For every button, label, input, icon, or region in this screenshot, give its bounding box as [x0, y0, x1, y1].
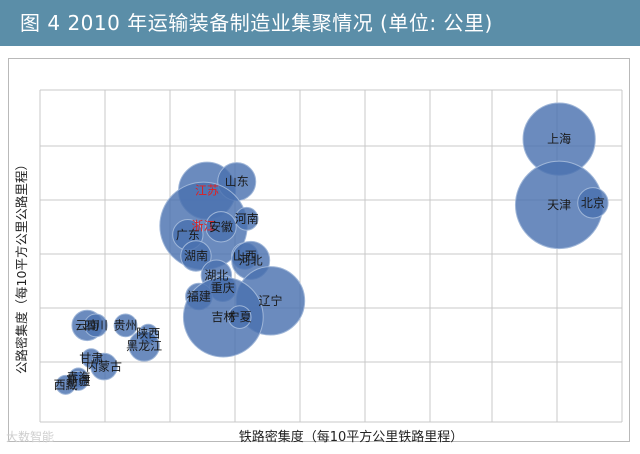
- bubble-label-5: 浙江: [192, 219, 216, 233]
- chart-frame: [8, 58, 630, 442]
- bubble-6: [205, 211, 237, 243]
- bubble-label-22: 黑龙江: [126, 339, 162, 353]
- bubble-label-19: 四川: [84, 318, 108, 332]
- bubble-label-15: 辽宁: [258, 293, 282, 308]
- bubble-label-12: 湖北: [204, 267, 228, 282]
- bubble-22: [128, 330, 160, 362]
- bubble-27: [55, 374, 76, 395]
- bubble-label-8: 广东: [176, 228, 200, 242]
- grid-lines: [39, 89, 623, 423]
- bubble-label-23: 甘肃: [79, 351, 103, 365]
- bubble-17: [227, 305, 252, 329]
- bubble-label-20: 贵州: [114, 318, 138, 332]
- bubble-label-25: 青海: [66, 370, 90, 385]
- bubble-20: [113, 313, 138, 338]
- x-axis-label: 铁路密集度（每10平方公里铁路里程）: [239, 429, 464, 445]
- bubble-label-3: 江苏: [195, 184, 219, 198]
- bubble-label-7: 河南: [235, 211, 259, 226]
- bubble-9: [180, 240, 212, 272]
- bubble-2: [577, 187, 609, 219]
- bubble-label-18: 云南: [75, 317, 99, 332]
- bubble-16: [182, 276, 264, 358]
- bubble-label-6: 安徽: [209, 219, 233, 234]
- watermark-text: 大数智能: [6, 430, 55, 444]
- bubble-label-1: 天津: [547, 198, 571, 212]
- bubble-label-21: 陕西: [136, 326, 160, 341]
- bubble-label-9: 湖南: [184, 248, 208, 263]
- bubble-label-17: 宁夏: [228, 309, 252, 324]
- y-axis-label: 公路密集度（每10平方公里公路里程）: [14, 158, 29, 374]
- bubble-19: [83, 313, 108, 338]
- bubble-label-2: 北京: [581, 196, 605, 210]
- bubble-label-11: 河北: [239, 253, 263, 267]
- bubble-label-26: 新疆: [66, 373, 90, 388]
- bubble-label-27: 西藏: [54, 378, 78, 392]
- title-bar: 图 4 2010 年运输装备制造业集聚情况 (单位: 公里): [0, 0, 640, 46]
- bubble-label-10: 山西: [233, 249, 257, 263]
- bubble-label-13: 重庆: [211, 281, 235, 295]
- bubble-label-0: 上海: [547, 131, 571, 146]
- bubble-7: [234, 206, 259, 231]
- bubble-label-16: 吉林: [211, 310, 235, 324]
- bubble-label-14: 福建: [187, 289, 211, 304]
- bubble-24: [90, 352, 118, 381]
- figure-title: 图 4 2010 年运输装备制造业集聚情况 (单位: 公里): [20, 11, 493, 35]
- bubble-label-4: 山东: [225, 175, 249, 189]
- bubbles: [55, 102, 609, 395]
- bubble-label-24: 内蒙古: [86, 359, 122, 374]
